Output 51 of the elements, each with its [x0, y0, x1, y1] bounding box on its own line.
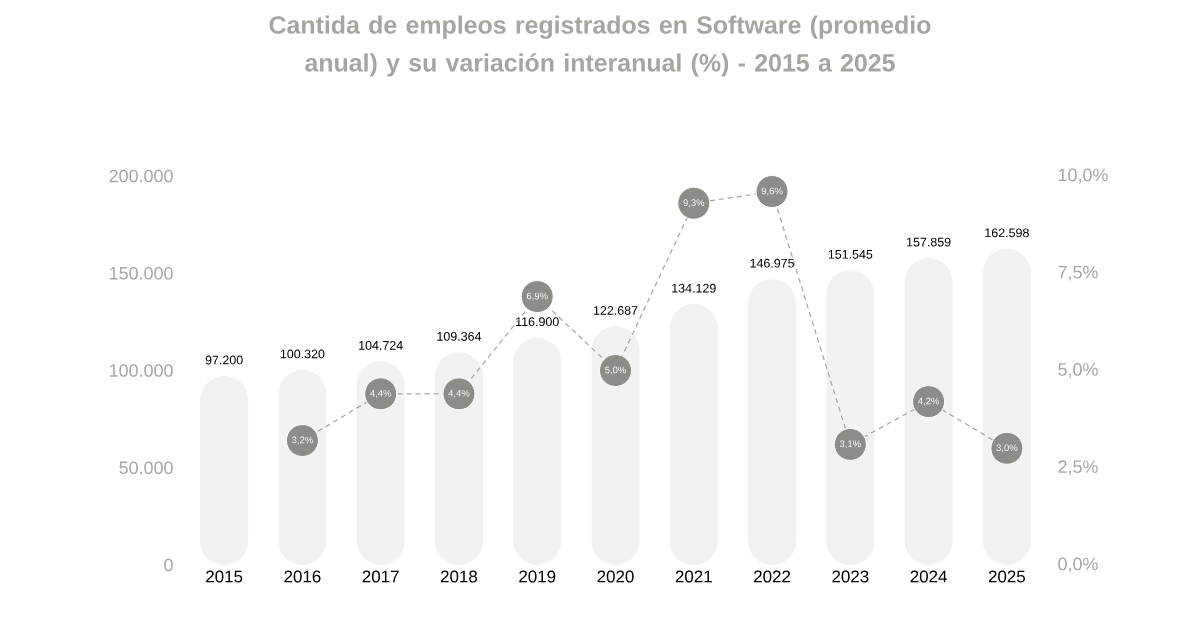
- x-tick-label: 2017: [362, 570, 399, 583]
- bar: [591, 326, 640, 565]
- y2-tick-label: 5,0%: [1058, 363, 1098, 378]
- bar: [278, 369, 327, 565]
- x-tick-label: 2022: [754, 570, 791, 583]
- data-label: 9,3%: [683, 199, 705, 208]
- data-label: 151.545: [828, 250, 873, 259]
- data-label: 134.129: [672, 283, 716, 293]
- y-tick-label: 100.000: [110, 364, 173, 377]
- data-label: 6,9%: [526, 292, 548, 301]
- y2-tick-label: 10,0%: [1058, 168, 1108, 184]
- x-tick-label: 2023: [832, 570, 869, 583]
- data-label: 3,1%: [839, 440, 861, 449]
- y-tick-label: 200.000: [109, 169, 173, 183]
- y2-tick-label: 0,0%: [1058, 557, 1098, 573]
- data-label: 122.687: [593, 306, 638, 315]
- bar: [748, 279, 797, 565]
- data-label: 4,4%: [370, 389, 392, 398]
- data-label: 9,6%: [761, 187, 783, 196]
- x-tick-label: 2024: [910, 570, 947, 583]
- bar: [826, 270, 875, 565]
- bar: [434, 352, 483, 565]
- x-tick-label: 2025: [988, 570, 1025, 583]
- data-label: 104.724: [359, 340, 403, 350]
- data-label: 5,0%: [605, 366, 626, 375]
- x-tick-label: 2020: [597, 570, 634, 583]
- data-label: 157.859: [907, 237, 951, 247]
- bar: [356, 361, 405, 565]
- y-tick-label: 0: [164, 558, 173, 572]
- data-label: 4,2%: [918, 397, 940, 406]
- chart-title: Cantida de empleos registrados en Software (promedio anual) y su variación interanual (%) - 2015 a 2025: [269, 15, 931, 77]
- y-tick-label: 50.000: [119, 461, 173, 475]
- data-label: 97.200: [205, 355, 243, 365]
- x-tick-label: 2015: [206, 570, 243, 583]
- y2-tick-label: 7,5%: [1058, 265, 1098, 281]
- x-tick-label: 2021: [675, 570, 712, 583]
- data-label: 4,4%: [448, 389, 470, 398]
- x-tick-label: 2019: [519, 570, 556, 583]
- x-tick-label: 2018: [440, 570, 478, 583]
- y-tick-label: 150.000: [110, 266, 173, 280]
- data-label: 162.598: [985, 228, 1029, 238]
- y2-tick-label: 2,5%: [1058, 460, 1098, 476]
- x-tick-label: 2016: [284, 570, 321, 583]
- bar: [982, 248, 1031, 565]
- data-label: 3,0%: [996, 444, 1018, 453]
- data-label: 146.975: [750, 258, 795, 268]
- data-label: 100.320: [280, 349, 325, 359]
- bar: [904, 257, 953, 565]
- data-label: 3,2%: [291, 436, 313, 445]
- data-label: 109.364: [437, 331, 482, 341]
- data-label: 116.900: [516, 317, 559, 327]
